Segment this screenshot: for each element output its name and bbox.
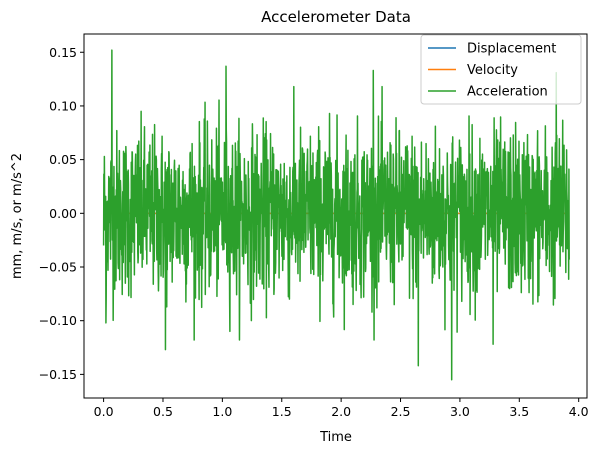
legend-box bbox=[420, 34, 582, 105]
y-tick-label: −0.10 bbox=[39, 313, 77, 328]
y-tick-label: −0.15 bbox=[39, 367, 77, 382]
y-tick-label: −0.05 bbox=[39, 260, 77, 275]
x-tick-label: 3.5 bbox=[509, 404, 529, 419]
plot-area bbox=[83, 33, 588, 399]
plot-frame bbox=[83, 33, 588, 399]
x-axis: 0.0 0.5 1.0 1.5 2.0 2.5 3.0 3.5 4.0 bbox=[94, 398, 589, 419]
y-axis: −0.15 −0.10 −0.05 0.00 0.05 0.10 0.15 bbox=[39, 45, 84, 382]
y-tick-label: 0.05 bbox=[49, 152, 77, 167]
x-tick-label: 2.5 bbox=[391, 404, 411, 419]
x-tick-label: 1.5 bbox=[272, 404, 292, 419]
series-line-acceleration bbox=[102, 49, 570, 381]
x-tick-label: 2.0 bbox=[331, 404, 351, 419]
chart-title: Accelerometer Data bbox=[261, 8, 411, 26]
y-tick-label: 0.00 bbox=[49, 206, 77, 221]
x-tick-label: 4.0 bbox=[569, 404, 589, 419]
series-layer bbox=[102, 49, 570, 381]
x-tick-label: 3.0 bbox=[450, 404, 470, 419]
legend: Displacement Velocity Acceleration bbox=[420, 34, 582, 105]
x-tick-label: 0.5 bbox=[153, 404, 173, 419]
x-tick-label: 0.0 bbox=[94, 404, 114, 419]
legend-label-displacement: Displacement bbox=[467, 42, 556, 57]
x-axis-label: Time bbox=[319, 430, 352, 445]
x-tick-label: 1.0 bbox=[212, 404, 232, 419]
y-axis-label: mm, m/s, or m/s^2 bbox=[10, 153, 25, 279]
legend-label-acceleration: Acceleration bbox=[467, 85, 548, 100]
y-tick-label: 0.15 bbox=[49, 45, 77, 60]
y-tick-label: 0.10 bbox=[49, 98, 77, 113]
legend-label-velocity: Velocity bbox=[467, 63, 518, 78]
